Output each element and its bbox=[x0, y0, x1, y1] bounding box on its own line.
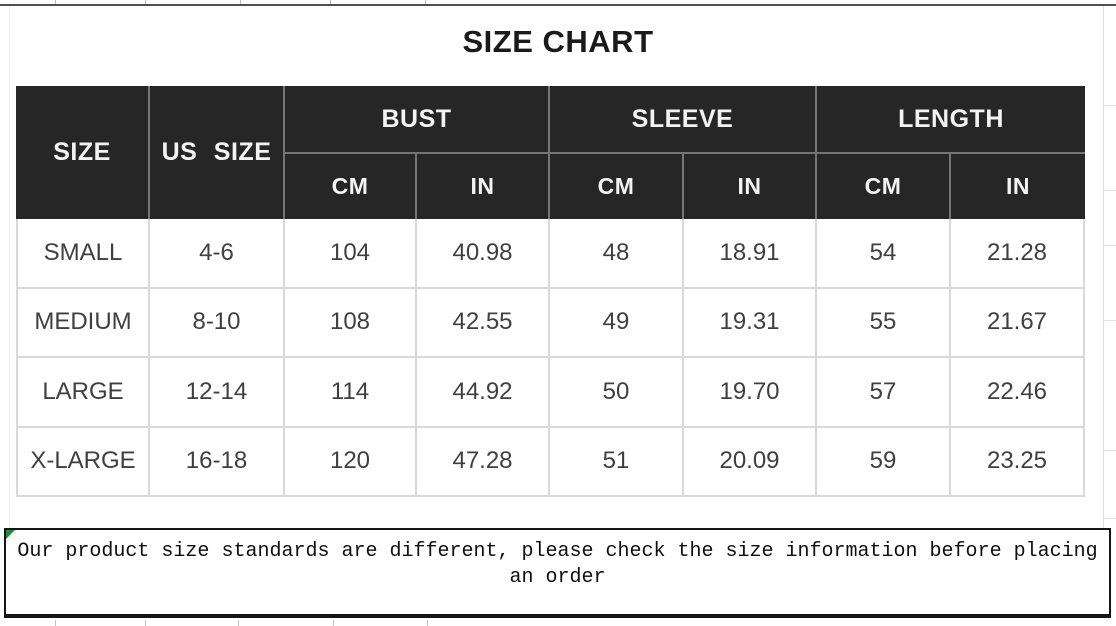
spreadsheet-gridline bbox=[9, 6, 10, 528]
spreadsheet-gridline bbox=[1103, 105, 1116, 106]
table-cell: 108 bbox=[285, 288, 417, 358]
spreadsheet-gridline bbox=[145, 620, 146, 626]
header-size: SIZE bbox=[16, 86, 150, 219]
header-sleeve: SLEEVE bbox=[550, 86, 817, 152]
table-cell: 42.55 bbox=[417, 288, 550, 358]
spreadsheet-gridline bbox=[1103, 320, 1116, 321]
spreadsheet-gridline bbox=[330, 0, 331, 4]
header-bust: BUST bbox=[285, 86, 550, 152]
table-cell: 44.92 bbox=[417, 358, 550, 428]
table-cell: SMALL bbox=[16, 219, 150, 289]
top-border-line bbox=[0, 4, 1116, 6]
spreadsheet-gridline bbox=[238, 620, 239, 626]
table-cell: 19.70 bbox=[684, 358, 817, 428]
spreadsheet-gridline bbox=[1103, 6, 1104, 528]
table-cell: 21.67 bbox=[951, 288, 1085, 358]
table-cell: 49 bbox=[550, 288, 684, 358]
table-cell: 54 bbox=[817, 219, 951, 289]
header-unit-in: IN bbox=[684, 152, 817, 219]
table-cell: 8-10 bbox=[150, 288, 285, 358]
table-cell: 12-14 bbox=[150, 358, 285, 428]
table-cell: 57 bbox=[817, 358, 951, 428]
table-cell: 40.98 bbox=[417, 219, 550, 289]
table-cell: 16-18 bbox=[150, 427, 285, 497]
table-cell: 50 bbox=[550, 358, 684, 428]
spreadsheet-gridline bbox=[145, 0, 146, 4]
spreadsheet-gridline bbox=[427, 620, 428, 626]
spreadsheet-gridline bbox=[425, 0, 426, 4]
table-cell: X-LARGE bbox=[16, 427, 150, 497]
spreadsheet-gridline bbox=[55, 620, 56, 626]
table-cell: MEDIUM bbox=[16, 288, 150, 358]
header-us-size: US SIZE bbox=[150, 86, 285, 219]
spreadsheet-gridline bbox=[55, 0, 56, 4]
spreadsheet-gridline bbox=[1103, 450, 1116, 451]
header-unit-in: IN bbox=[951, 152, 1085, 219]
page-title: SIZE CHART bbox=[462, 24, 654, 59]
table-cell: 104 bbox=[285, 219, 417, 289]
table-cell: 47.28 bbox=[417, 427, 550, 497]
spreadsheet-gridline bbox=[240, 0, 241, 4]
table-cell: 19.31 bbox=[684, 288, 817, 358]
table-cell: LARGE bbox=[16, 358, 150, 428]
table-cell: 114 bbox=[285, 358, 417, 428]
spreadsheet-gridline bbox=[1103, 518, 1116, 519]
size-chart-table: SIZE US SIZE BUST SLEEVE LENGTH CM IN CM… bbox=[16, 86, 1085, 497]
header-length: LENGTH bbox=[817, 86, 1085, 152]
table-cell: 51 bbox=[550, 427, 684, 497]
header-unit-cm: CM bbox=[285, 152, 417, 219]
cell-corner-marker-icon bbox=[6, 530, 15, 539]
table-cell: 22.46 bbox=[951, 358, 1085, 428]
table-cell: 23.25 bbox=[951, 427, 1085, 497]
header-unit-cm: CM bbox=[550, 152, 684, 219]
header-unit-in: IN bbox=[417, 152, 550, 219]
table-cell: 4-6 bbox=[150, 219, 285, 289]
spreadsheet-gridline bbox=[333, 620, 334, 626]
table-cell: 59 bbox=[817, 427, 951, 497]
note-line: Our product size standards are different… bbox=[17, 540, 1098, 563]
table-cell: 18.91 bbox=[684, 219, 817, 289]
note-box: Our product size standards are different… bbox=[4, 528, 1111, 618]
table-cell: 48 bbox=[550, 219, 684, 289]
table-cell: 20.09 bbox=[684, 427, 817, 497]
spreadsheet-gridline bbox=[1103, 245, 1116, 246]
table-cell: 55 bbox=[817, 288, 951, 358]
table-cell: 21.28 bbox=[951, 219, 1085, 289]
header-unit-cm: CM bbox=[817, 152, 951, 219]
spreadsheet-gridline bbox=[1103, 190, 1116, 191]
note-line: an order bbox=[509, 566, 606, 589]
table-cell: 120 bbox=[285, 427, 417, 497]
